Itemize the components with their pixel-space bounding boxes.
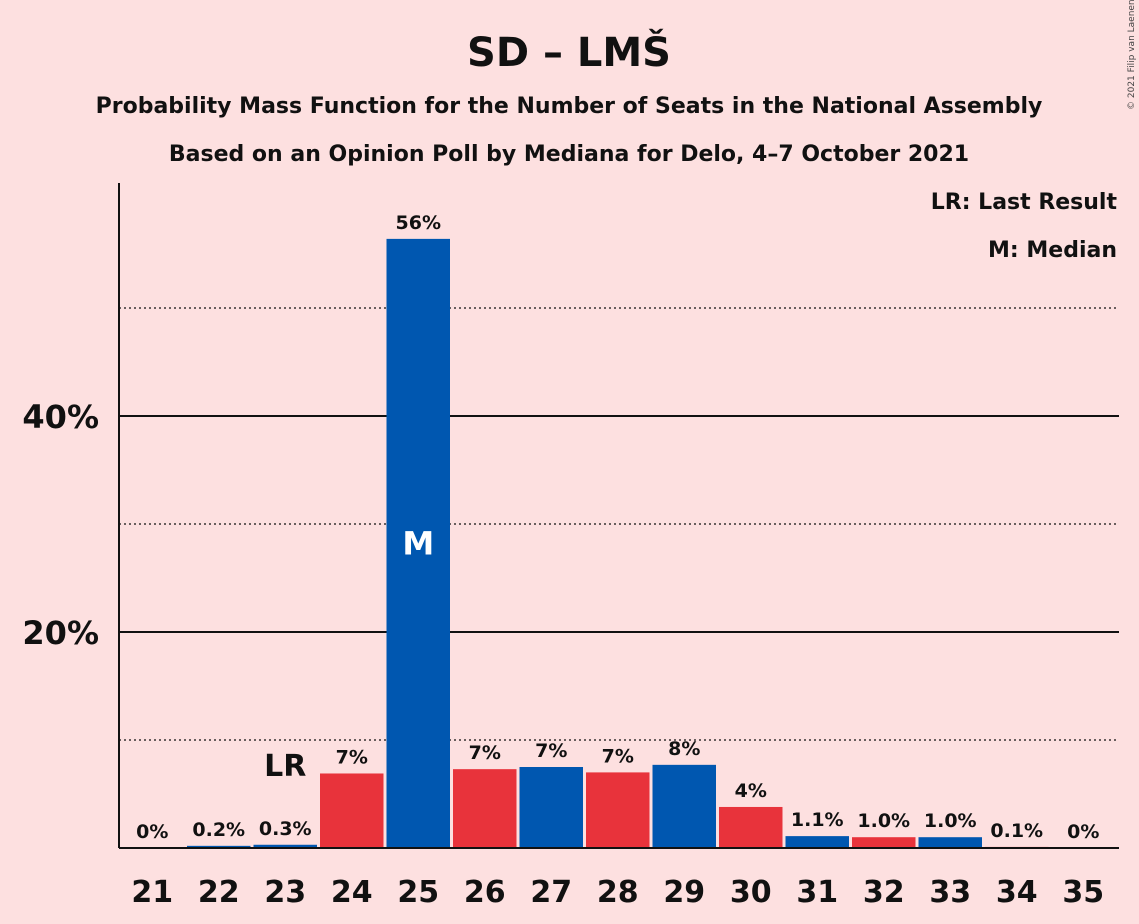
x-tick-label: 21 bbox=[131, 875, 173, 910]
bar-label: 0% bbox=[1067, 821, 1099, 843]
last-result-marker: LR bbox=[264, 749, 306, 784]
x-tick-label: 34 bbox=[996, 875, 1038, 910]
x-tick-label: 29 bbox=[663, 875, 705, 910]
chart-title: SD – LMŠ bbox=[467, 28, 671, 76]
bar-seat-30 bbox=[719, 806, 783, 848]
x-tick-label: 33 bbox=[929, 875, 971, 910]
bar-label: 1.1% bbox=[791, 809, 844, 831]
bar-label: 0.2% bbox=[192, 819, 245, 841]
legend-median: M: Median bbox=[988, 238, 1117, 263]
y-tick-label: 20% bbox=[22, 614, 99, 652]
bar-seat-23 bbox=[253, 844, 317, 848]
x-tick-label: 30 bbox=[730, 875, 772, 910]
median-marker: M bbox=[402, 524, 434, 562]
x-tick-label: 22 bbox=[198, 875, 240, 910]
bar-label: 56% bbox=[396, 212, 441, 234]
x-tick-label: 27 bbox=[530, 875, 572, 910]
legend-last-result: LR: Last Result bbox=[931, 190, 1118, 215]
bar-label: 0.3% bbox=[259, 818, 312, 840]
bar-seat-22 bbox=[187, 845, 251, 848]
copyright-note: © 2021 Filip van Laenen bbox=[1127, 0, 1137, 110]
bar-seat-33 bbox=[918, 837, 982, 848]
bar-label: 7% bbox=[535, 740, 567, 762]
y-tick-label: 40% bbox=[22, 398, 99, 436]
bar-labels: 0% 0.2% 0.3% LR 7% 56% M 7% 7% 7% 8% 4% 1.1% 1.0% 1.0%… bbox=[136, 212, 1099, 843]
x-tick-label: 25 bbox=[397, 875, 439, 910]
bar-seat-27 bbox=[519, 767, 583, 848]
bars bbox=[187, 238, 1049, 848]
bar-label: 1.0% bbox=[924, 810, 977, 832]
x-tick-label: 32 bbox=[863, 875, 905, 910]
bar-seat-25 bbox=[386, 238, 450, 848]
bar-label: 4% bbox=[735, 780, 767, 802]
bar-seat-24 bbox=[320, 773, 384, 848]
bar-seat-31 bbox=[785, 836, 849, 848]
bar-seat-26 bbox=[453, 769, 517, 848]
bar-label: 8% bbox=[668, 738, 700, 760]
x-axis-ticks: 21 22 23 24 25 26 27 28 29 30 31 32 33 34 35 bbox=[131, 875, 1104, 910]
bar-label: 0.1% bbox=[990, 820, 1043, 842]
bar-seat-32 bbox=[852, 837, 916, 848]
x-tick-label: 26 bbox=[464, 875, 506, 910]
bar-seat-28 bbox=[586, 772, 650, 848]
gridlines bbox=[119, 307, 1119, 741]
bar-label: 1.0% bbox=[857, 810, 910, 832]
bar-seat-29 bbox=[652, 764, 716, 848]
bar-label: 0% bbox=[136, 821, 168, 843]
x-tick-label: 31 bbox=[796, 875, 838, 910]
chart-subtitle: Probability Mass Function for the Number… bbox=[96, 94, 1043, 119]
x-tick-label: 28 bbox=[597, 875, 639, 910]
y-axis-ticks: 20% 40% bbox=[22, 398, 99, 652]
x-tick-label: 23 bbox=[264, 875, 306, 910]
bar-label: 7% bbox=[602, 745, 634, 767]
bar-label: 7% bbox=[336, 746, 368, 768]
x-tick-label: 35 bbox=[1062, 875, 1104, 910]
x-tick-label: 24 bbox=[331, 875, 373, 910]
chart-subtitle-2: Based on an Opinion Poll by Mediana for … bbox=[169, 142, 969, 167]
bar-label: 7% bbox=[469, 742, 501, 764]
